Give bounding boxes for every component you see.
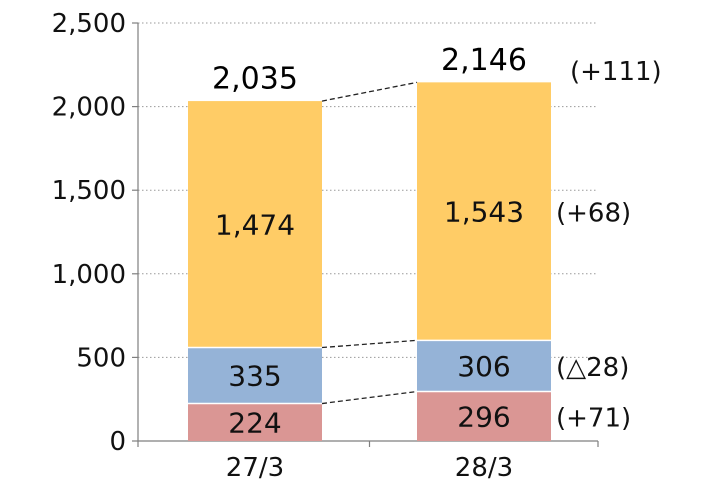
segment-value-label: 1,474 xyxy=(215,208,295,241)
bar-segment xyxy=(188,347,322,404)
x-tick-label: 27/3 xyxy=(226,453,284,483)
connector-line xyxy=(321,390,418,405)
bar-segment xyxy=(417,391,551,441)
y-tick-label: 1,000 xyxy=(52,260,126,290)
bar-segment xyxy=(188,403,322,441)
y-tick-label: 2,000 xyxy=(52,93,126,123)
y-tick-label: 1,500 xyxy=(52,176,126,206)
total-value-label: 2,035 xyxy=(212,62,298,97)
connector-line xyxy=(321,339,418,349)
segment-value-label: 306 xyxy=(457,350,510,383)
y-tick-label: 0 xyxy=(109,427,126,457)
bar-segment xyxy=(417,340,551,392)
connector-line xyxy=(321,81,418,102)
segment-value-label: 335 xyxy=(228,360,281,393)
segment-value-label: 1,543 xyxy=(444,195,524,228)
x-tick-label: 28/3 xyxy=(455,453,513,483)
series-change-label: (+71) xyxy=(556,403,631,433)
series-change-label: (+68) xyxy=(556,198,631,228)
bar-segment xyxy=(417,82,551,341)
total-value-label: 2,146 xyxy=(441,43,527,78)
y-tick-label: 500 xyxy=(76,343,126,373)
y-tick-label: 2,500 xyxy=(52,9,126,39)
bar-segment xyxy=(188,101,322,348)
segment-value-label: 296 xyxy=(457,400,510,433)
total-change-label: (+111) xyxy=(570,57,662,87)
segment-value-label: 224 xyxy=(228,406,281,439)
series-change-label: (△28) xyxy=(556,353,629,383)
